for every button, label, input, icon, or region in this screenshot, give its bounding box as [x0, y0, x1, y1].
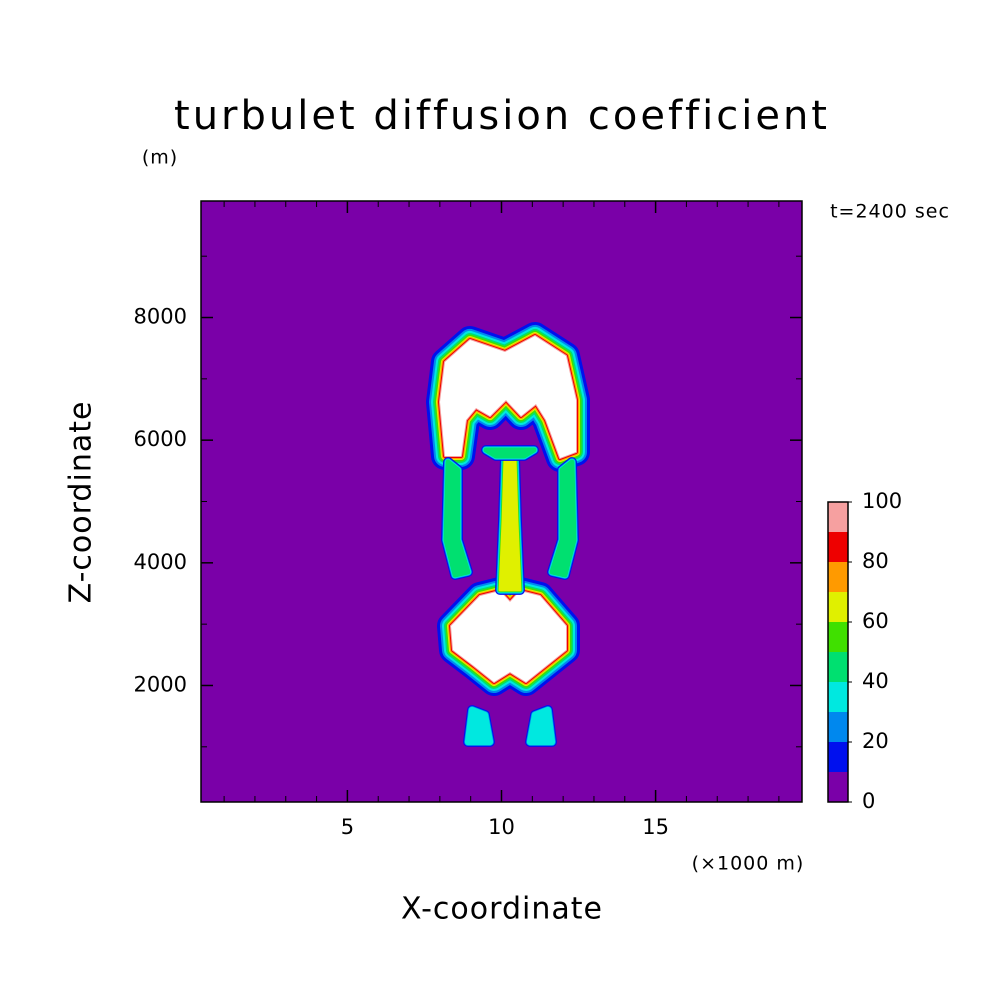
- y-tick-label: 8000: [134, 305, 187, 329]
- colorbar-swatch: [828, 772, 848, 802]
- colorbar-tick-label: 20: [862, 729, 889, 753]
- y-tick-label: 6000: [134, 427, 187, 451]
- contour-over: [451, 591, 566, 682]
- colorbar-swatch: [828, 502, 848, 532]
- y-axis-title: Z-coordinate: [64, 401, 99, 604]
- colorbar-swatch: [828, 562, 848, 592]
- colorbar-tick-label: 60: [862, 609, 889, 633]
- contour-band: [483, 447, 537, 459]
- colorbar-swatch: [828, 622, 848, 652]
- x-axis-title: X-coordinate: [401, 892, 603, 927]
- colorbar-swatch: [828, 712, 848, 742]
- colorbar-swatch: [828, 532, 848, 562]
- contour-band: [464, 706, 494, 746]
- colorbar-swatch: [828, 652, 848, 682]
- chart-title: turbulet diffusion coefficient: [174, 93, 830, 139]
- colorbar-tick-label: 40: [862, 669, 889, 693]
- colorbar-tick-label: 100: [862, 489, 902, 513]
- colorbar-tick-label: 80: [862, 549, 889, 573]
- time-label: t=2400 sec: [830, 201, 950, 223]
- y-unit: (m): [142, 147, 178, 169]
- contour-band: [549, 459, 577, 578]
- contour-band: [498, 453, 522, 592]
- y-tick-label: 2000: [134, 672, 187, 696]
- colorbar-tick-label: 0: [862, 789, 875, 813]
- x-tick-label: 15: [642, 815, 669, 839]
- contour-band: [443, 459, 471, 578]
- x-unit: (×1000 m): [692, 853, 805, 875]
- colorbar-swatch: [828, 742, 848, 772]
- contour-field: [426, 322, 590, 747]
- contour-band: [526, 706, 556, 746]
- colorbar-frame: [827, 501, 849, 803]
- colorbar-swatch: [828, 682, 848, 712]
- y-tick-label: 4000: [134, 550, 187, 574]
- x-tick-label: 5: [341, 815, 354, 839]
- colorbar-swatch: [828, 592, 848, 622]
- x-tick-label: 10: [488, 815, 515, 839]
- contour-over: [440, 336, 576, 458]
